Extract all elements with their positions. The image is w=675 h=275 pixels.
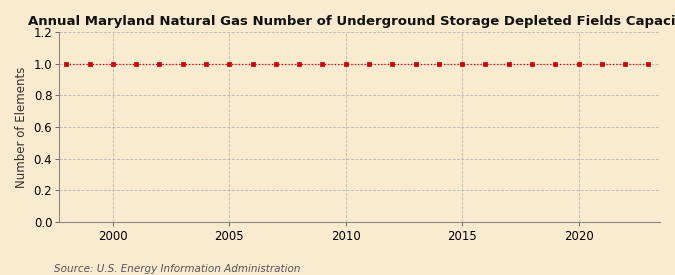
Title: Annual Maryland Natural Gas Number of Underground Storage Depleted Fields Capaci: Annual Maryland Natural Gas Number of Un… [28,15,675,28]
Text: Source: U.S. Energy Information Administration: Source: U.S. Energy Information Administ… [54,264,300,274]
Y-axis label: Number of Elements: Number of Elements [15,66,28,188]
